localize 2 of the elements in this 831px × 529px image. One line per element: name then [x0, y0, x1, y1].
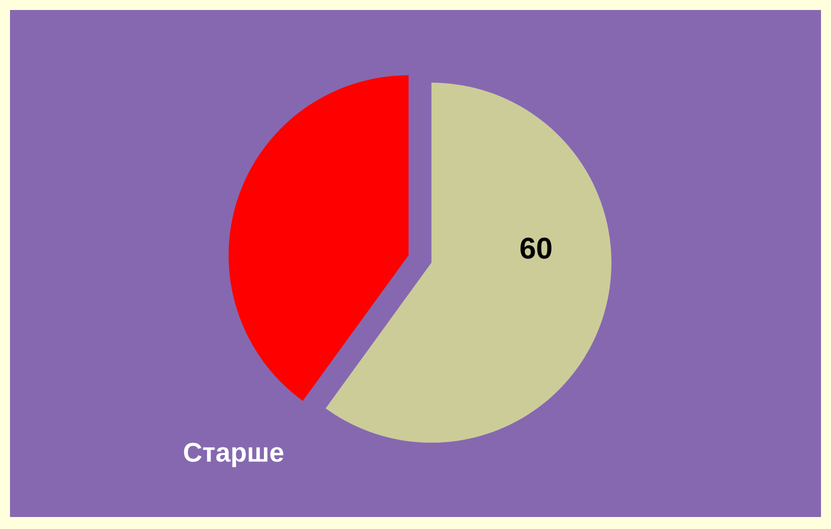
data-label: 60 — [520, 238, 552, 259]
slice-label: Старше — [184, 442, 284, 468]
